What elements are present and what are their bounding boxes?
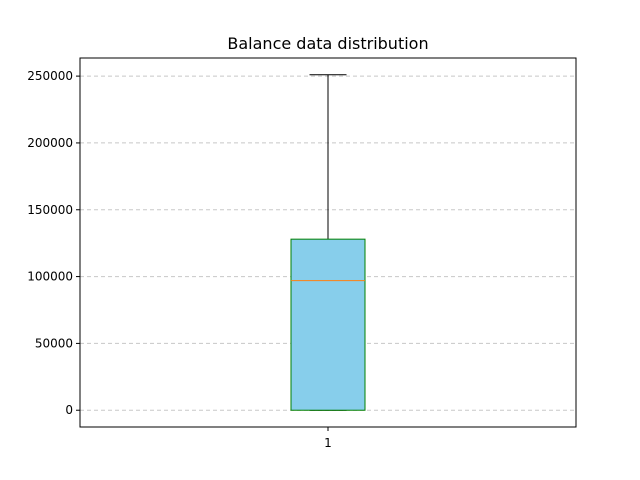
y-tick-label: 100000 xyxy=(27,270,73,284)
x-tick-label: 1 xyxy=(324,436,332,450)
plot-area-frame xyxy=(79,57,577,428)
y-tick-label: 0 xyxy=(65,403,73,417)
y-tick-label: 150000 xyxy=(27,203,73,217)
y-tick-label: 250000 xyxy=(27,69,73,83)
y-axis: 0 50000 100000 150000 200000 250000 xyxy=(27,69,80,417)
y-tick-label: 50000 xyxy=(35,336,73,350)
y-tick-label: 200000 xyxy=(27,136,73,150)
interquartile-box xyxy=(290,238,366,411)
x-axis: 1 xyxy=(324,427,332,450)
box-series xyxy=(290,74,366,411)
chart-title: Balance data distribution xyxy=(227,34,428,53)
